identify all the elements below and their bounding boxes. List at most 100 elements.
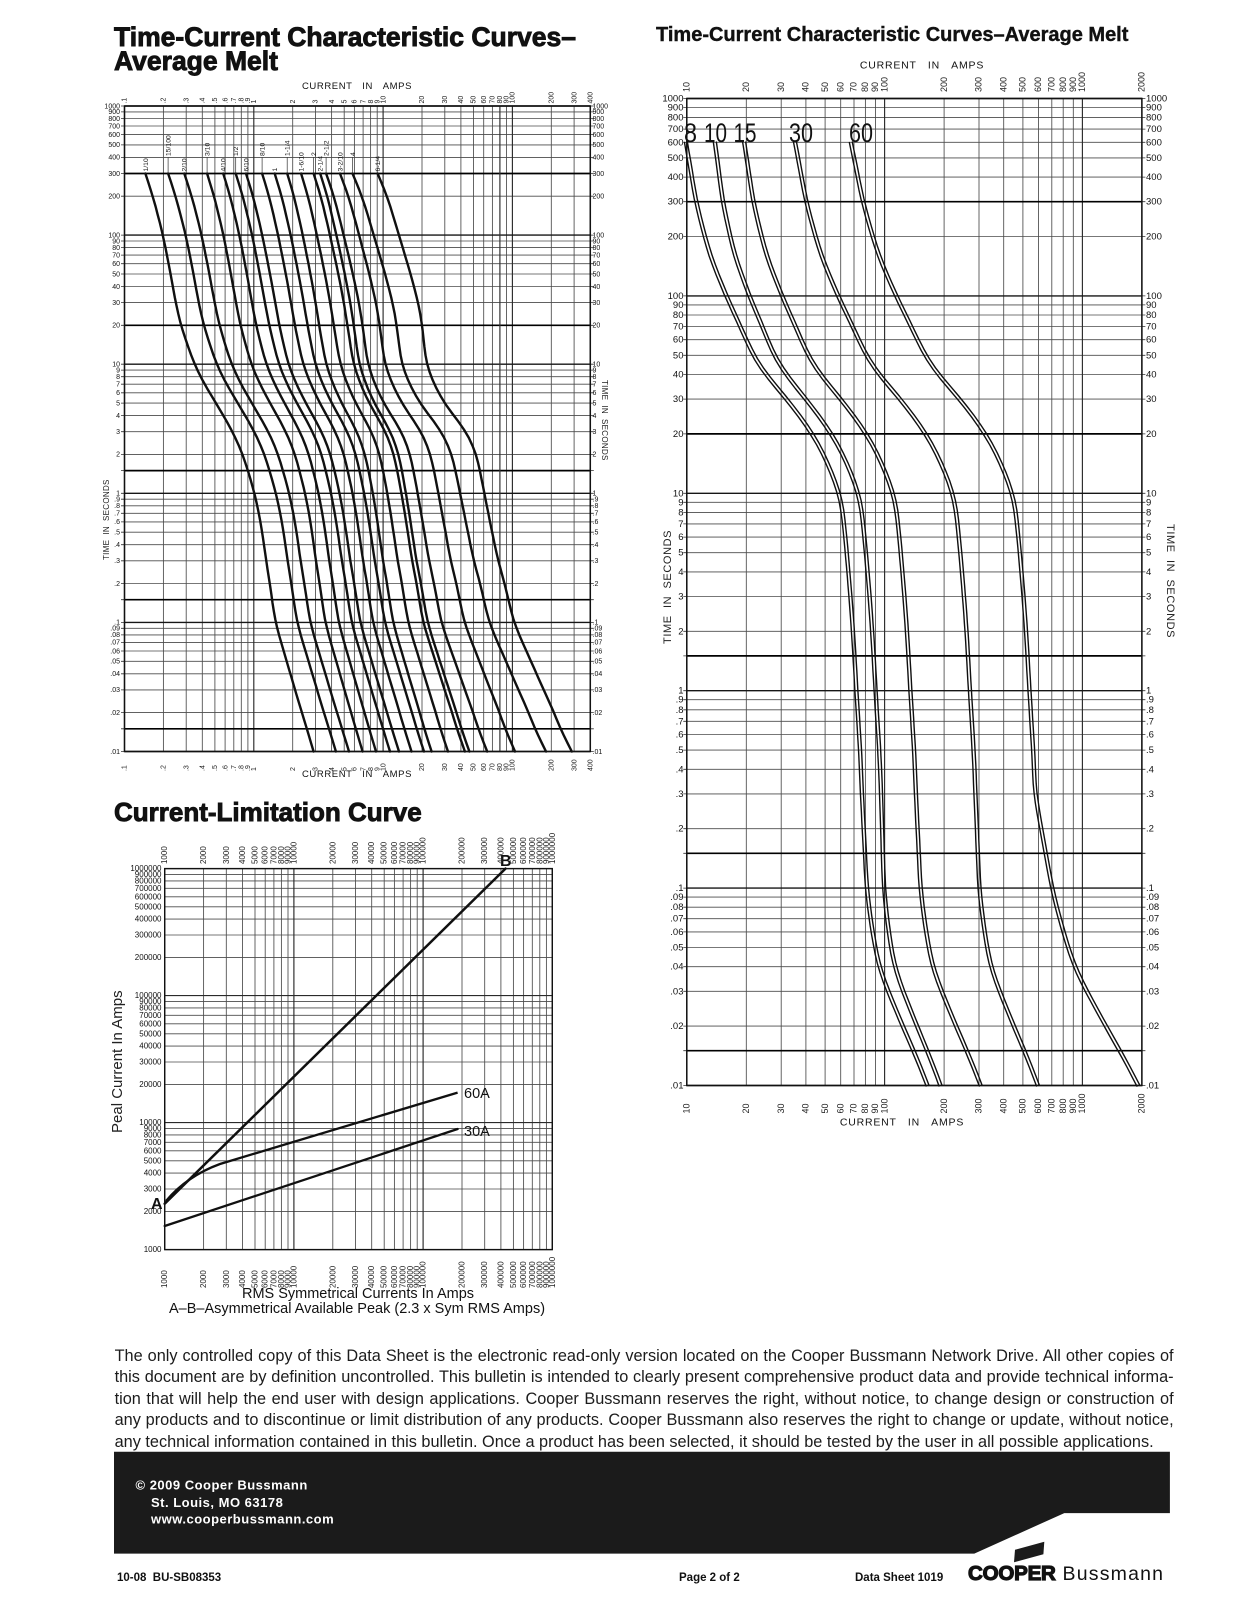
svg-text:1/2: 1/2 [233, 146, 240, 156]
svg-text:6000: 6000 [144, 1146, 162, 1155]
svg-text:6: 6 [678, 532, 683, 543]
svg-text:700: 700 [668, 124, 684, 135]
svg-text:TIME IN SECONDS: TIME IN SECONDS [102, 479, 111, 560]
svg-text:1: 1 [593, 491, 597, 498]
svg-text:20: 20 [1146, 429, 1157, 440]
svg-text:.09: .09 [670, 892, 683, 903]
svg-text:.3: .3 [593, 558, 599, 565]
svg-text:90: 90 [870, 82, 880, 92]
svg-text:80000: 80000 [406, 841, 415, 864]
svg-text:.03: .03 [1146, 986, 1159, 997]
svg-text:10: 10 [112, 362, 120, 369]
svg-text:90: 90 [504, 763, 511, 771]
svg-text:20: 20 [673, 429, 684, 440]
svg-text:70: 70 [673, 322, 684, 333]
svg-text:7: 7 [116, 382, 120, 389]
svg-text:7: 7 [1146, 519, 1151, 530]
svg-text:2: 2 [593, 452, 597, 459]
svg-text:9: 9 [374, 767, 381, 771]
svg-text:400: 400 [593, 155, 605, 162]
svg-text:500: 500 [1018, 77, 1028, 92]
svg-text:.4: .4 [200, 98, 207, 104]
svg-text:2000: 2000 [1137, 1093, 1147, 1113]
svg-text:900: 900 [108, 109, 120, 116]
svg-text:50: 50 [471, 763, 478, 771]
svg-text:8: 8 [678, 507, 683, 518]
svg-text:900: 900 [1146, 103, 1162, 114]
svg-text:.04: .04 [110, 671, 120, 678]
svg-text:.8: .8 [239, 765, 246, 771]
svg-text:800000: 800000 [535, 1261, 544, 1288]
svg-text:100000: 100000 [419, 837, 428, 864]
svg-text:3-2/10: 3-2/10 [337, 152, 344, 171]
svg-text:20000: 20000 [139, 1080, 162, 1089]
svg-text:30: 30 [442, 763, 449, 771]
svg-text:60: 60 [1146, 335, 1157, 346]
svg-text:100: 100 [108, 232, 120, 239]
svg-text:30: 30 [789, 118, 813, 148]
svg-text:TIME IN SECONDS: TIME IN SECONDS [662, 530, 674, 644]
svg-text:1000000: 1000000 [548, 832, 557, 864]
svg-text:30: 30 [776, 1103, 786, 1113]
svg-text:1: 1 [116, 491, 120, 498]
svg-text:A: A [151, 1196, 163, 1213]
svg-text:90: 90 [593, 238, 601, 245]
svg-text:1000: 1000 [1077, 72, 1087, 92]
svg-text:80: 80 [497, 763, 504, 771]
svg-text:4: 4 [116, 413, 120, 420]
svg-text:3000: 3000 [144, 1185, 162, 1194]
svg-text:Peal Current In Amps: Peal Current In Amps [109, 990, 126, 1133]
svg-text:600000: 600000 [519, 837, 528, 864]
svg-text:1: 1 [1146, 686, 1151, 697]
svg-text:30: 30 [776, 82, 786, 92]
svg-text:300000: 300000 [480, 1261, 489, 1288]
svg-text:10: 10 [380, 96, 387, 104]
svg-text:.5: .5 [114, 530, 120, 537]
svg-text:.1: .1 [676, 883, 684, 894]
svg-text:100: 100 [879, 1098, 889, 1113]
svg-text:.7: .7 [114, 511, 120, 518]
svg-text:80: 80 [673, 310, 684, 321]
svg-text:7: 7 [593, 382, 597, 389]
svg-text:.8: .8 [239, 98, 246, 104]
svg-text:2000: 2000 [1137, 72, 1147, 92]
svg-text:4: 4 [1146, 567, 1151, 578]
svg-text:70: 70 [849, 1103, 859, 1113]
svg-text:.5: .5 [676, 745, 684, 756]
svg-text:300: 300 [571, 759, 578, 771]
svg-text:70: 70 [490, 96, 497, 104]
svg-text:10: 10 [682, 1103, 692, 1113]
svg-text:.8: .8 [676, 705, 684, 716]
svg-text:2-1/4: 2-1/4 [318, 156, 325, 172]
svg-text:90: 90 [870, 1103, 880, 1113]
svg-text:200000: 200000 [135, 953, 162, 962]
svg-text:40000: 40000 [367, 841, 376, 864]
svg-text:900000: 900000 [135, 870, 162, 879]
svg-text:15: 15 [734, 118, 757, 148]
svg-text:.4: .4 [593, 542, 599, 549]
svg-text:.4: .4 [114, 542, 120, 549]
svg-text:500: 500 [1146, 153, 1162, 164]
svg-text:.1: .1 [1146, 883, 1154, 894]
svg-text:.1: .1 [114, 620, 120, 627]
svg-text:9: 9 [593, 367, 597, 374]
svg-text:300: 300 [571, 92, 578, 104]
svg-text:90: 90 [1146, 300, 1157, 311]
svg-text:Data Sheet 1019: Data Sheet 1019 [855, 1572, 943, 1584]
svg-text:400: 400 [998, 1098, 1008, 1113]
svg-text:9: 9 [1146, 497, 1151, 508]
svg-text:.08: .08 [1146, 902, 1159, 913]
svg-text:.01: .01 [593, 749, 603, 756]
svg-text:9: 9 [678, 497, 683, 508]
svg-text:8: 8 [368, 767, 375, 771]
svg-text:100: 100 [668, 291, 684, 302]
svg-text:700: 700 [108, 123, 120, 130]
svg-text:500: 500 [668, 153, 684, 164]
svg-text:30: 30 [442, 96, 449, 104]
svg-text:.7: .7 [593, 511, 599, 518]
svg-text:2/10: 2/10 [182, 158, 189, 171]
svg-text:8000: 8000 [144, 1131, 162, 1140]
svg-text:6000: 6000 [261, 1270, 270, 1288]
svg-text:900: 900 [1068, 1098, 1078, 1113]
svg-text:.05: .05 [110, 659, 120, 666]
